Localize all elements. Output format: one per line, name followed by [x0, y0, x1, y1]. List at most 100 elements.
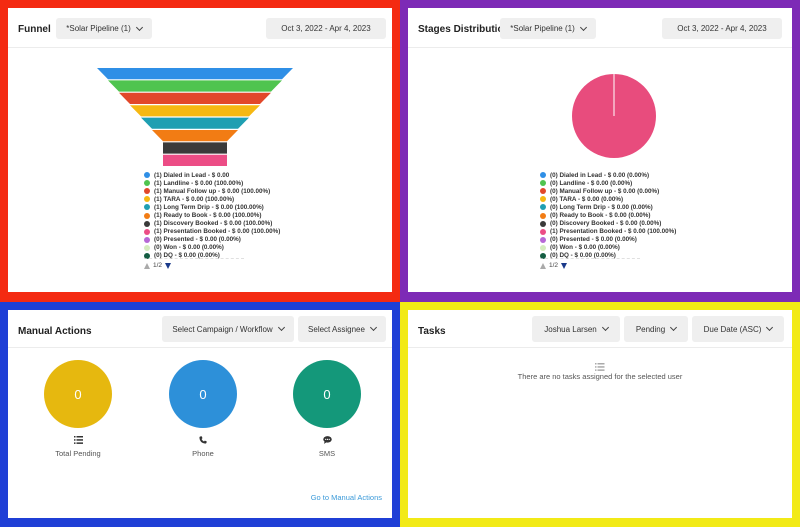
task-sort-select[interactable]: Due Date (ASC): [692, 316, 784, 342]
funnel-legend-item[interactable]: (1) Landline - $ 0.00 (100.00%): [144, 179, 344, 187]
stages-legend-item[interactable]: (0) Manual Follow up - $ 0.00 (0.00%): [540, 187, 740, 195]
funnel-legend-label: (1) Discovery Booked - $ 0.00 (100.00%): [154, 220, 273, 228]
stages-legend-item[interactable]: (0) DQ - $ 0.00 (0.00%): [540, 252, 740, 260]
legend-dot-icon: [540, 236, 546, 243]
stages-pager-label: 1/2: [549, 262, 559, 269]
stages-legend-label: (0) Discovery Booked - $ 0.00 (0.00%): [550, 220, 662, 228]
stages-legend-label: (0) Landline - $ 0.00 (0.00%): [550, 179, 633, 187]
total-pending-circle[interactable]: 0: [44, 360, 112, 428]
funnel-legend-label: (1) Long Term Drip - $ 0.00 (100.00%): [154, 203, 264, 211]
funnel-segment-presentation-booked[interactable]: [163, 154, 227, 166]
funnel-legend-item[interactable]: (1) Manual Follow up - $ 0.00 (100.00%): [144, 187, 344, 195]
funnel-chart: [97, 68, 293, 166]
funnel-legend-item[interactable]: (1) Presentation Booked - $ 0.00 (100.00…: [144, 228, 344, 236]
funnel-legend-item[interactable]: (1) Long Term Drip - $ 0.00 (100.00%): [144, 203, 344, 211]
legend-dot-icon: [540, 196, 546, 203]
manual-actions-panel-frame: Manual Actions Select Campaign / Workflo…: [0, 302, 400, 527]
legend-dot-icon: [144, 188, 150, 195]
stages-legend-item[interactable]: (0) TARA - $ 0.00 (0.00%): [540, 195, 740, 203]
funnel-date-range[interactable]: Oct 3, 2022 - Apr 4, 2023: [266, 18, 386, 39]
funnel-segment-ready-to-book[interactable]: [152, 130, 238, 142]
assignee-select-label: Select Assignee: [308, 324, 365, 334]
chevron-down-icon: [766, 323, 774, 332]
funnel-legend-item[interactable]: (1) Dialed in Lead - $ 0.00: [144, 171, 344, 179]
legend-dot-icon: [540, 212, 546, 219]
funnel-legend-item[interactable]: (1) TARA - $ 0.00 (100.00%): [144, 195, 344, 203]
stages-legend-label: (0) Long Term Drip - $ 0.00 (0.00%): [550, 203, 653, 211]
funnel-legend-label: (0) Won - $ 0.00 (0.00%): [154, 244, 224, 252]
stages-legend-pager[interactable]: 1/2: [540, 262, 568, 269]
page-up-icon[interactable]: [540, 262, 546, 269]
legend-dot-icon: [144, 228, 150, 235]
legend-dot-icon: [540, 172, 546, 179]
funnel-segment-tara[interactable]: [130, 105, 260, 117]
funnel-title: Funnel: [18, 24, 51, 35]
task-user-select[interactable]: Joshua Larsen: [532, 316, 620, 342]
funnel-legend-item[interactable]: (1) Ready to Book - $ 0.00 (100.00%): [144, 211, 344, 219]
funnel-legend-item[interactable]: (0) Won - $ 0.00 (0.00%): [144, 244, 344, 252]
go-to-manual-actions-link[interactable]: Go to Manual Actions: [310, 493, 382, 502]
page-down-icon[interactable]: [561, 262, 568, 269]
legend-dot-icon: [144, 180, 150, 187]
legend-dot-icon: [144, 236, 150, 243]
stages-legend-item[interactable]: (0) Ready to Book - $ 0.00 (0.00%): [540, 211, 740, 219]
funnel-legend-pager[interactable]: 1/2: [144, 262, 172, 269]
sms-circle[interactable]: 0: [293, 360, 361, 428]
funnel-segment-discovery-booked[interactable]: [163, 142, 227, 154]
funnel-segment-manual-follow-up[interactable]: [119, 92, 271, 104]
funnel-card: Funnel *Solar Pipeline (1) Oct 3, 2022 -…: [8, 8, 392, 292]
list-icon: [33, 436, 123, 446]
stages-legend-item[interactable]: (0) Won - $ 0.00 (0.00%): [540, 244, 740, 252]
stages-legend-item[interactable]: (0) Landline - $ 0.00 (0.00%): [540, 179, 740, 187]
phone-circle[interactable]: 0: [169, 360, 237, 428]
stages-legend-item[interactable]: (0) Long Term Drip - $ 0.00 (0.00%): [540, 203, 740, 211]
funnel-legend-item[interactable]: (0) DQ - $ 0.00 (0.00%): [144, 252, 344, 260]
stages-legend-label: (0) Presented - $ 0.00 (0.00%): [550, 236, 637, 244]
stages-legend-label: (1) Presentation Booked - $ 0.00 (100.00…: [550, 228, 677, 236]
stages-legend-item[interactable]: (1) Presentation Booked - $ 0.00 (100.00…: [540, 228, 740, 236]
tasks-card: Tasks Joshua Larsen Pending Due Date (AS…: [408, 310, 792, 518]
funnel-pipeline-label: *Solar Pipeline (1): [66, 24, 131, 33]
task-sort-label: Due Date (ASC): [703, 324, 762, 334]
task-status-select[interactable]: Pending: [624, 316, 688, 342]
task-user-label: Joshua Larsen: [544, 324, 597, 334]
funnel-panel-frame: Funnel *Solar Pipeline (1) Oct 3, 2022 -…: [0, 0, 400, 302]
assignee-select[interactable]: Select Assignee: [298, 316, 386, 342]
campaign-workflow-select[interactable]: Select Campaign / Workflow: [162, 316, 294, 342]
funnel-header: Funnel *Solar Pipeline (1) Oct 3, 2022 -…: [8, 8, 392, 48]
legend-dot-icon: [540, 244, 546, 251]
chevron-down-icon: [670, 323, 678, 332]
metric-total-pending[interactable]: 0 Total Pending: [33, 360, 123, 458]
funnel-pipeline-select[interactable]: *Solar Pipeline (1): [56, 18, 152, 39]
funnel-segment-long-term-drip[interactable]: [141, 117, 249, 129]
funnel-legend-item[interactable]: (0) Presented - $ 0.00 (0.00%): [144, 236, 344, 244]
legend-overflow-fade: [144, 258, 244, 262]
funnel-legend-item[interactable]: (1) Discovery Booked - $ 0.00 (100.00%): [144, 220, 344, 228]
chevron-down-icon: [277, 323, 285, 332]
funnel-segment-dialed-in-lead[interactable]: [97, 68, 293, 80]
manual-actions-title: Manual Actions: [18, 326, 92, 337]
metric-sms[interactable]: 0 SMS: [282, 360, 372, 458]
legend-dot-icon: [540, 252, 546, 259]
stages-panel-frame: Stages Distribution *Solar Pipeline (1) …: [400, 0, 800, 302]
stages-legend-label: (0) Won - $ 0.00 (0.00%): [550, 244, 620, 252]
page-up-icon[interactable]: [144, 262, 150, 269]
page-down-icon[interactable]: [165, 262, 172, 269]
funnel-legend: (1) Dialed in Lead - $ 0.00 (1) Landline …: [144, 171, 344, 260]
total-pending-count: 0: [74, 386, 82, 402]
chevron-down-icon: [369, 323, 378, 332]
legend-dot-icon: [144, 244, 150, 251]
funnel-segment-landline[interactable]: [108, 80, 282, 92]
stages-date-range[interactable]: Oct 3, 2022 - Apr 4, 2023: [662, 18, 782, 39]
stages-legend-label: (0) TARA - $ 0.00 (0.00%): [550, 195, 624, 203]
stages-legend-item[interactable]: (0) Discovery Booked - $ 0.00 (0.00%): [540, 220, 740, 228]
funnel-pager-label: 1/2: [153, 262, 163, 269]
stages-legend-item[interactable]: (0) Presented - $ 0.00 (0.00%): [540, 236, 740, 244]
funnel-legend-label: (1) Manual Follow up - $ 0.00 (100.00%): [154, 187, 271, 195]
metric-phone[interactable]: 0 Phone: [158, 360, 248, 458]
stages-legend-label: (0) Dialed in Lead - $ 0.00 (0.00%): [550, 171, 650, 179]
legend-dot-icon: [540, 228, 546, 235]
chevron-down-icon: [601, 323, 609, 332]
stages-pipeline-select[interactable]: *Solar Pipeline (1): [500, 18, 596, 39]
stages-legend-item[interactable]: (0) Dialed in Lead - $ 0.00 (0.00%): [540, 171, 740, 179]
